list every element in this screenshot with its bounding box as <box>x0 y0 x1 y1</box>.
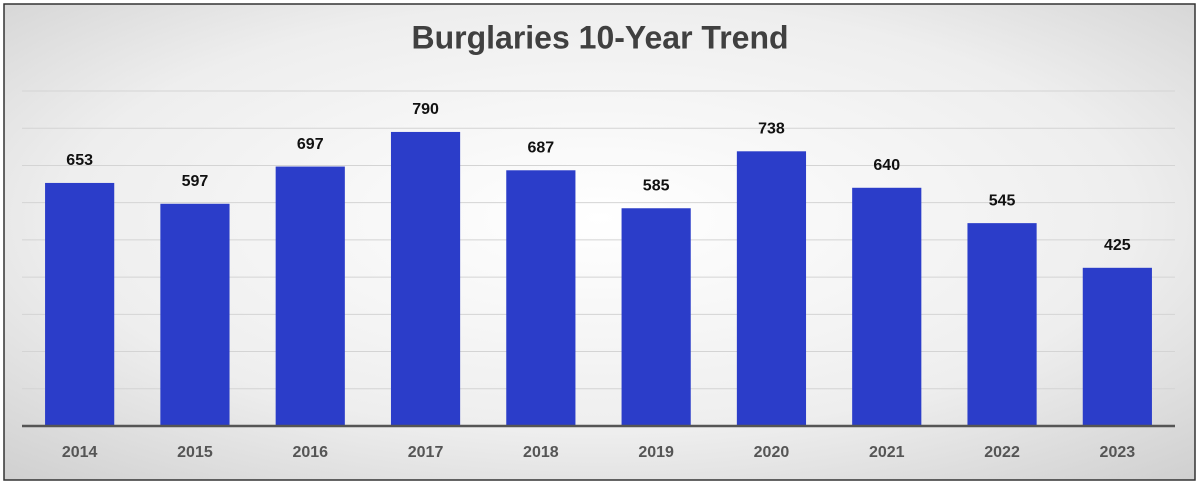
bar <box>967 223 1037 426</box>
chart-title: Burglaries 10-Year Trend <box>411 19 788 55</box>
bar <box>1082 267 1152 426</box>
bar <box>160 203 230 426</box>
bar <box>621 208 691 426</box>
bar <box>45 182 115 426</box>
data-label: 687 <box>527 140 554 157</box>
data-label: 790 <box>412 101 439 118</box>
bar <box>390 131 461 426</box>
data-label: 585 <box>643 177 670 194</box>
x-tick-label: 2020 <box>754 444 790 461</box>
data-label: 738 <box>758 121 785 138</box>
x-tick-label: 2017 <box>408 444 444 461</box>
x-tick-label: 2021 <box>869 444 905 461</box>
data-label: 425 <box>1104 237 1131 254</box>
bar <box>736 151 807 427</box>
x-tick-label: 2019 <box>638 444 674 461</box>
data-label: 545 <box>989 192 1016 209</box>
x-tick-label: 2022 <box>984 444 1020 461</box>
x-tick-label: 2018 <box>523 444 559 461</box>
bar <box>506 170 576 426</box>
bar <box>852 187 922 426</box>
x-tick-label: 2015 <box>177 444 213 461</box>
x-tick-label: 2014 <box>62 444 98 461</box>
data-label: 653 <box>66 152 93 169</box>
x-tick-label: 2016 <box>292 444 328 461</box>
data-label: 697 <box>297 136 324 153</box>
x-tick-label: 2023 <box>1100 444 1136 461</box>
data-label: 597 <box>182 173 209 190</box>
data-label: 640 <box>873 157 900 174</box>
bar <box>275 166 345 427</box>
